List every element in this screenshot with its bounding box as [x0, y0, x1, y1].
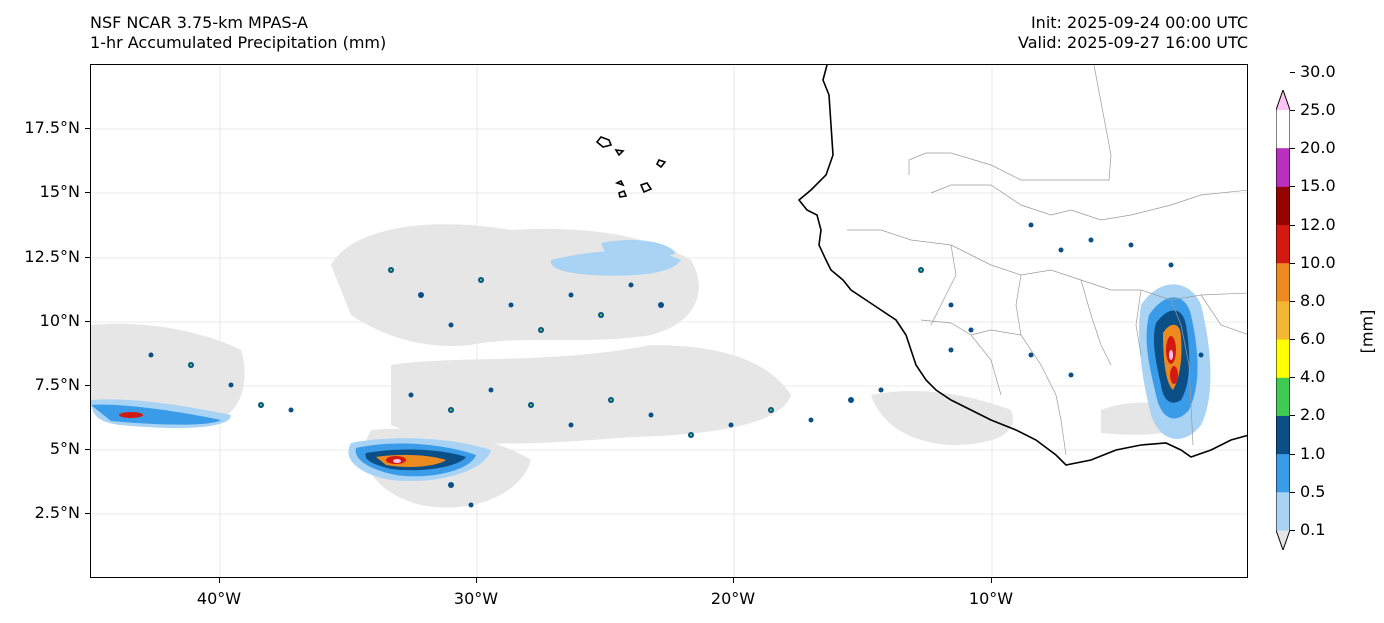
- colorbar-tickmark: [1290, 148, 1295, 150]
- lat-tick-label: 5°N: [49, 439, 80, 458]
- colorbar-tick-label: 2.0: [1300, 405, 1326, 425]
- lat-tickmark: [85, 192, 90, 193]
- cell-cores: [189, 268, 923, 437]
- colorbar-tickmark: [1290, 262, 1295, 264]
- coastline: [595, 65, 1247, 466]
- colorbar-tickmark: [1290, 186, 1295, 188]
- colorbar-band: [1276, 377, 1290, 416]
- colorbar-band: [1276, 262, 1290, 302]
- init-time: Init: 2025-09-24 00:00 UTC: [1030, 13, 1248, 32]
- colorbar-units: [mm]: [1357, 309, 1377, 354]
- variable-title: 1-hr Accumulated Precipitation (mm): [90, 33, 387, 52]
- lon-tick-label: 10°W: [968, 589, 1014, 608]
- colorbar-tickmark: [1290, 530, 1295, 531]
- colorbar-band: [1276, 90, 1290, 110]
- colorbar-band: [1276, 415, 1290, 455]
- lat-tickmark: [85, 449, 90, 450]
- country-borders: [847, 65, 1247, 456]
- lat-tickmark: [85, 128, 90, 129]
- colorbar-tick-label: 0.1: [1300, 520, 1326, 539]
- colorbar-bands: [1276, 90, 1290, 550]
- colorbar-band: [1276, 300, 1290, 340]
- lon-tickmark: [991, 578, 992, 583]
- colorbar-tickmark: [1290, 224, 1295, 226]
- colorbar-tickmark: [1290, 300, 1295, 302]
- colorbar-band: [1276, 491, 1290, 531]
- valid-time: Valid: 2025-09-27 16:00 UTC: [1017, 33, 1248, 52]
- title-block: NSF NCAR 3.75-km MPAS-A 1-hr Accumulated…: [90, 13, 386, 53]
- colorbar-tickmark: [1290, 71, 1295, 73]
- colorbar-tick-label: 12.0: [1300, 214, 1336, 234]
- lat-tick-label: 10°N: [39, 311, 80, 330]
- lat-tick-label: 17.5°N: [24, 118, 80, 137]
- colorbar-tick-label: 4.0: [1300, 367, 1326, 387]
- colorbar-tickmark: [1290, 110, 1295, 111]
- colorbar-tickmark: [1290, 339, 1295, 341]
- colorbar-band: [1276, 186, 1290, 226]
- lat-tick-label: 2.5°N: [34, 503, 80, 522]
- lon-tickmark: [733, 578, 734, 583]
- colorbar-band: [1276, 339, 1290, 378]
- time-block: Init: 2025-09-24 00:00 UTC Valid: 2025-0…: [1018, 13, 1248, 53]
- lat-tickmark: [85, 385, 90, 386]
- lon-tick-label: 20°W: [710, 589, 756, 608]
- model-title: NSF NCAR 3.75-km MPAS-A: [90, 13, 308, 32]
- lat-tick-label: 15°N: [39, 182, 80, 201]
- convective-cells: [148, 222, 1204, 508]
- colorbar-tick-label: 10.0: [1300, 252, 1336, 272]
- lon-tickmark: [476, 578, 477, 583]
- colorbar-band: [1276, 224, 1290, 264]
- lat-tick-label: 7.5°N: [34, 375, 80, 394]
- lon-tick-label: 30°W: [453, 589, 499, 608]
- colorbar-band: [1276, 453, 1290, 493]
- precip-map: [91, 65, 1247, 577]
- lat-tickmark: [85, 257, 90, 258]
- colorbar-band: [1276, 148, 1290, 187]
- colorbar-tick-label: 20.0: [1300, 138, 1336, 158]
- colorbar-tick-label: 30.0: [1300, 61, 1336, 81]
- colorbar-tick-label: 15.0: [1300, 176, 1336, 196]
- colorbar-tick-label: 1.0: [1300, 443, 1326, 463]
- lat-tickmark: [85, 321, 90, 322]
- colorbar-tickmark: [1290, 377, 1295, 379]
- lon-tickmark: [219, 578, 220, 583]
- colorbar-tickmark: [1290, 415, 1295, 417]
- colorbar-band: [1276, 530, 1290, 550]
- colorbar-tick-label: 8.0: [1300, 290, 1326, 310]
- colorbar-tickmark: [1290, 453, 1295, 455]
- lon-tick-label: 40°W: [196, 589, 242, 608]
- colorbar-tick-label: 0.5: [1300, 481, 1326, 501]
- lat-tickmark: [85, 513, 90, 514]
- colorbar: [1276, 90, 1290, 550]
- pink-cores: [393, 350, 1173, 463]
- map-panel: [90, 64, 1248, 578]
- colorbar-tickmark: [1290, 491, 1295, 493]
- colorbar-tick-label: 6.0: [1300, 329, 1326, 349]
- colorbar-tick-label: 25.0: [1300, 100, 1336, 119]
- lat-tick-label: 12.5°N: [24, 247, 80, 266]
